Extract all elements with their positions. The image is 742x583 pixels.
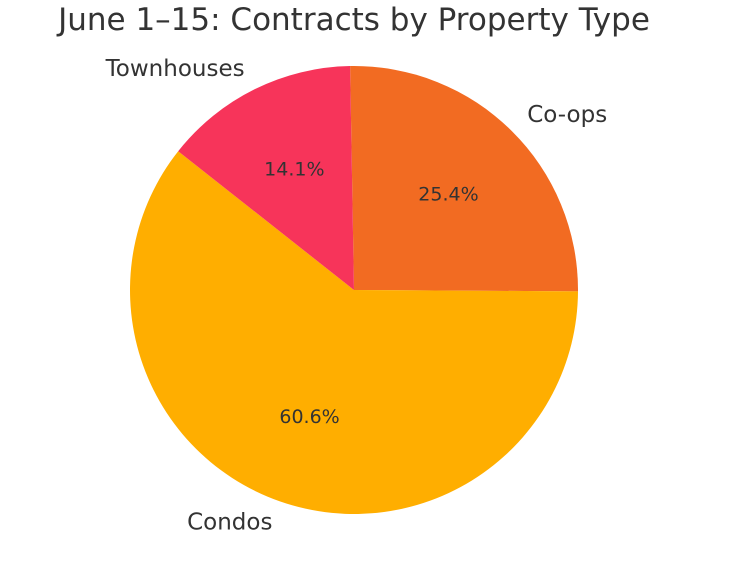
percent-label-condos: 60.6% xyxy=(279,406,339,428)
category-labels: Co-ops Condos Townhouses xyxy=(105,56,608,535)
category-label-co-ops: Co-ops xyxy=(527,102,607,128)
category-label-condos: Condos xyxy=(187,510,272,536)
percent-label-co-ops: 25.4% xyxy=(418,183,478,205)
chart-title: June 1–15: Contracts by Property Type xyxy=(58,2,650,38)
pie-slice-townhouses xyxy=(178,66,354,290)
percent-label-townhouses: 14.1% xyxy=(264,159,324,181)
pie-slice-co-ops xyxy=(350,65,579,292)
percent-labels: 25.4% 60.6% 14.1% xyxy=(264,159,479,428)
category-label-townhouses: Townhouses xyxy=(105,56,245,82)
pie-slice-condos xyxy=(130,151,579,514)
pie-slices xyxy=(130,65,579,514)
